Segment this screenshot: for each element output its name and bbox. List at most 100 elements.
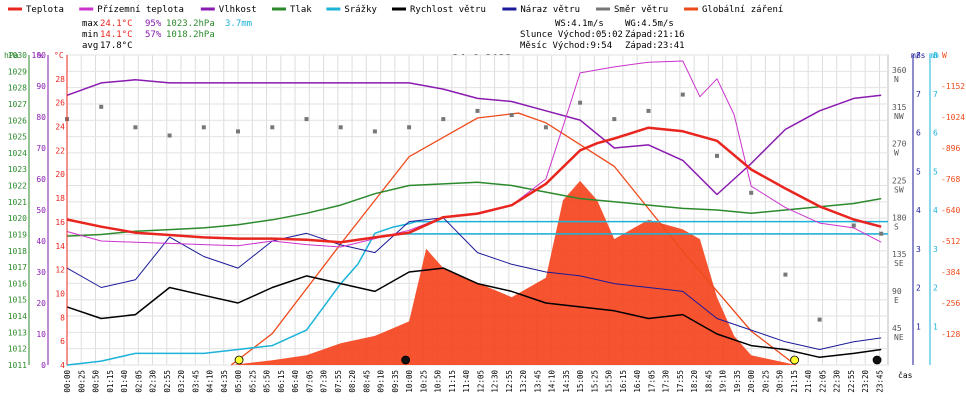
x-tick-2: 00:50	[92, 370, 101, 393]
x-axis-label: čas	[898, 370, 913, 380]
tick-celsius-9: 22	[55, 146, 65, 155]
x-tick-15: 06:15	[277, 370, 286, 393]
wind-dir-point-24	[879, 231, 884, 236]
axis-unit-hpa: hPa	[4, 51, 19, 60]
tick-wm2-7: -896	[941, 144, 960, 153]
x-tick-42: 17:30	[662, 370, 671, 393]
stat-max-temp: 24.1°C	[100, 19, 133, 29]
wind-dir-point-7	[304, 117, 309, 122]
tick-hpa-10: 1021	[8, 198, 27, 207]
tick-hpa-13: 1024	[8, 149, 27, 158]
x-tick-21: 08:45	[362, 370, 371, 393]
info-sun: Slunce Východ:05:02	[520, 30, 623, 40]
legend-label-4: Srážky	[344, 5, 377, 15]
x-tick-43: 17:55	[676, 370, 685, 393]
tick-hpa-4: 1015	[8, 296, 27, 305]
wind-dir-point-10	[407, 125, 412, 130]
tick-wm2-5: -640	[941, 206, 960, 215]
wind-dir-point-21	[783, 272, 788, 277]
wind-dir-point-23	[851, 223, 856, 228]
legend-label-0: Teplota	[26, 5, 64, 15]
x-tick-26: 10:50	[434, 370, 443, 393]
x-tick-17: 07:05	[305, 370, 314, 393]
x-tick-57: 23:45	[875, 370, 884, 393]
x-tick-39: 16:15	[619, 370, 628, 393]
wind-dir-point-3	[167, 133, 172, 138]
stat-max-press: 1023.2hPa	[166, 19, 215, 29]
tick-wm2-4: -512	[941, 237, 960, 246]
tick-dir-name-0: NE	[894, 333, 904, 342]
x-tick-51: 21:15	[790, 370, 799, 393]
x-tick-16: 06:40	[291, 370, 300, 393]
x-tick-49: 20:25	[761, 370, 770, 393]
wind-dir-point-15	[578, 100, 583, 105]
x-tick-33: 13:45	[533, 370, 542, 393]
series-line-6	[66, 126, 882, 244]
wind-dir-point-17	[646, 108, 651, 113]
legend-label-1: Přízemní teplota	[97, 5, 184, 15]
x-axis: 00:00 00:25 00:50 01:15 01:40 02:05 02:30 02:55…	[63, 370, 913, 393]
tick-hpa-12: 1023	[8, 165, 27, 174]
tick-dir-name-3: S	[894, 222, 899, 231]
x-tick-19: 07:55	[334, 370, 343, 393]
stat-min-temp: 14.1°C	[100, 30, 133, 40]
tick-ms-4: 4	[916, 206, 921, 215]
wind-dir-point-9	[372, 129, 377, 134]
tick-hpa-3: 1014	[8, 312, 27, 321]
stat-min-label: min	[82, 30, 98, 40]
series-radiation-area	[231, 180, 796, 365]
x-tick-46: 19:10	[719, 370, 728, 393]
series-line-5	[66, 60, 882, 248]
clear-sky-curve	[230, 112, 796, 366]
tick-hpa-14: 1025	[8, 133, 27, 142]
legend: Teplota Přízemní teplota Vlhkost Tlak Srážky…	[8, 5, 783, 15]
tick-celsius-7: 18	[55, 194, 65, 203]
info-sun-set: Západ:21:16	[625, 30, 685, 40]
x-tick-22: 09:10	[377, 370, 386, 393]
x-tick-40: 16:40	[633, 370, 642, 393]
x-tick-5: 02:05	[134, 370, 143, 393]
tick-hpa-15: 1026	[8, 116, 27, 125]
x-tick-27: 11:15	[448, 370, 457, 393]
wind-dir-point-5	[236, 129, 240, 134]
x-tick-25: 10:25	[419, 370, 428, 393]
series-line-0	[66, 181, 882, 237]
tick-hpa-17: 1028	[8, 84, 27, 93]
axis-unit-mm: mm	[929, 51, 939, 60]
tick-mm-2: 2	[933, 284, 938, 293]
x-tick-52: 21:40	[804, 370, 813, 393]
series-line-2	[66, 217, 882, 350]
x-tick-47: 19:35	[733, 370, 742, 393]
wind-dir-point-20	[749, 190, 754, 195]
x-tick-56: 23:20	[861, 370, 870, 393]
x-tick-38: 15:50	[605, 370, 614, 393]
sunset-marker	[790, 355, 800, 365]
tick-dir-name-5: W	[894, 149, 899, 158]
tick-wm2-9: -1152	[941, 82, 965, 91]
series-line-1	[66, 220, 888, 366]
x-tick-13: 05:25	[248, 370, 257, 393]
info-ws: WS:4.1m/s	[555, 19, 604, 29]
stats-block: max 24.1°C 95% 1023.2hPa 3.7mm min 14.1°…	[82, 19, 252, 51]
sunrise-marker	[234, 355, 244, 365]
tick-pct-2: 20	[36, 299, 46, 308]
tick-dir-7: 360	[892, 66, 907, 75]
axes: hPa% °C1011101210131014101510161017101810…	[4, 51, 965, 370]
tick-celsius-0: 4	[60, 361, 65, 370]
tick-dir-5: 270	[892, 140, 907, 149]
tick-mm-3: 3	[933, 245, 938, 254]
x-tick-34: 14:10	[548, 370, 557, 393]
tick-hpa-5: 1016	[8, 279, 27, 288]
tick-celsius-1: 6	[60, 337, 65, 346]
tick-pct-9: 90	[36, 82, 46, 91]
tick-wm2-8: -1024	[941, 113, 965, 122]
tick-celsius-6: 16	[55, 218, 65, 227]
tick-hpa-9: 1020	[8, 214, 27, 223]
x-tick-8: 03:20	[177, 370, 186, 393]
tick-hpa-19: 1030	[8, 51, 27, 60]
tick-dir-name-7: N	[894, 75, 899, 84]
tick-dir-name-2: SE	[894, 259, 904, 268]
wind-dir-point-16	[612, 117, 617, 122]
tick-dir-name-4: SW	[894, 186, 904, 195]
